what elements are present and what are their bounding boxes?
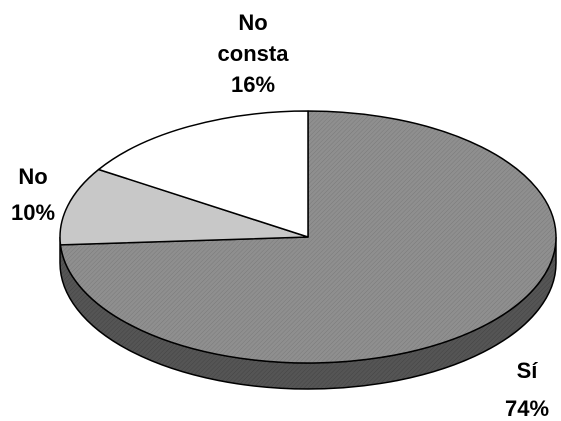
data-label-0-line-1: 74% [505, 396, 549, 421]
pie-labels: Sí 74% No 10% No consta 16% [11, 10, 549, 421]
pie-slice-no-consta [97, 110, 309, 238]
data-label-1: No 10% [11, 164, 55, 225]
data-label-2-line-2: 16% [231, 72, 275, 97]
data-label-0-line-0: Sí [517, 358, 539, 383]
pie-slice-no [59, 168, 309, 246]
data-label-0: Sí 74% [505, 358, 549, 421]
data-label-2: No consta 16% [218, 10, 290, 97]
data-label-1-line-0: No [18, 164, 47, 189]
data-label-2-line-0: No [238, 10, 267, 35]
data-label-1-line-1: 10% [11, 200, 55, 225]
pie-top [59, 110, 557, 364]
data-label-2-line-1: consta [218, 41, 290, 66]
